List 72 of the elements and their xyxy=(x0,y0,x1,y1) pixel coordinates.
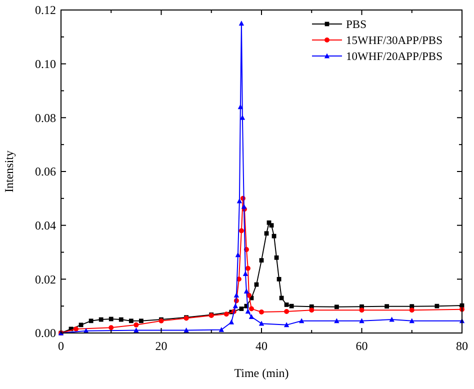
point xyxy=(248,306,254,312)
point xyxy=(274,255,279,260)
point xyxy=(334,318,340,324)
point xyxy=(259,258,264,263)
point xyxy=(244,288,250,294)
point xyxy=(74,326,79,332)
point xyxy=(139,318,144,324)
point xyxy=(234,292,240,298)
y-tick-label: 0.04 xyxy=(35,218,56,233)
legend-label: PBS xyxy=(346,19,366,32)
x-axis-title: Time (min) xyxy=(234,366,289,380)
point xyxy=(284,308,290,314)
point xyxy=(334,304,339,310)
point xyxy=(245,308,251,314)
point xyxy=(134,328,139,333)
point xyxy=(128,318,134,324)
point xyxy=(238,104,244,110)
y-axis-title: Intensity xyxy=(2,150,16,192)
y-tick-label: 0.10 xyxy=(35,57,56,72)
point xyxy=(359,318,364,324)
point xyxy=(409,308,414,313)
point xyxy=(238,20,244,26)
point xyxy=(239,306,244,311)
point xyxy=(276,276,282,282)
legend-label: 15WHF/30APP/PBS xyxy=(346,35,443,48)
point xyxy=(258,320,264,326)
y-tick-label: 0.08 xyxy=(35,110,56,125)
point xyxy=(264,231,269,236)
x-tick-label: 0 xyxy=(58,339,64,353)
point xyxy=(279,296,284,300)
x-tick-label: 60 xyxy=(356,339,368,353)
point xyxy=(78,322,84,328)
point xyxy=(242,270,248,276)
point xyxy=(238,228,244,234)
point xyxy=(434,304,440,308)
point xyxy=(108,316,114,322)
point xyxy=(134,322,139,328)
point xyxy=(259,310,264,315)
point xyxy=(98,317,104,322)
point xyxy=(118,317,124,322)
point xyxy=(284,302,289,307)
y-tick-label: 0.06 xyxy=(35,164,56,179)
point xyxy=(254,282,259,287)
legend-label: 10WHF/20APP/PBS xyxy=(346,51,443,64)
point xyxy=(389,316,394,322)
point xyxy=(232,303,238,308)
point xyxy=(284,322,290,328)
point xyxy=(299,318,304,324)
point xyxy=(269,223,274,228)
y-tick-label: 0.12 xyxy=(35,3,56,18)
point xyxy=(384,304,390,309)
x-tick-label: 40 xyxy=(256,339,268,353)
point xyxy=(218,326,224,332)
point xyxy=(108,325,114,330)
point xyxy=(272,234,276,238)
point xyxy=(228,319,234,324)
point xyxy=(236,198,242,204)
x-tick-label: 80 xyxy=(456,339,468,353)
point xyxy=(241,204,247,209)
point xyxy=(224,312,229,317)
point xyxy=(245,266,250,271)
x-tick-label: 20 xyxy=(155,339,168,353)
y-tick-label: 0.00 xyxy=(35,326,56,340)
y-tick-label: 0.02 xyxy=(35,272,56,286)
point xyxy=(289,304,294,308)
point xyxy=(184,328,189,333)
point xyxy=(240,114,246,120)
point xyxy=(88,318,94,324)
point xyxy=(409,318,414,324)
point xyxy=(309,308,314,313)
point xyxy=(359,308,364,313)
point xyxy=(248,314,254,320)
